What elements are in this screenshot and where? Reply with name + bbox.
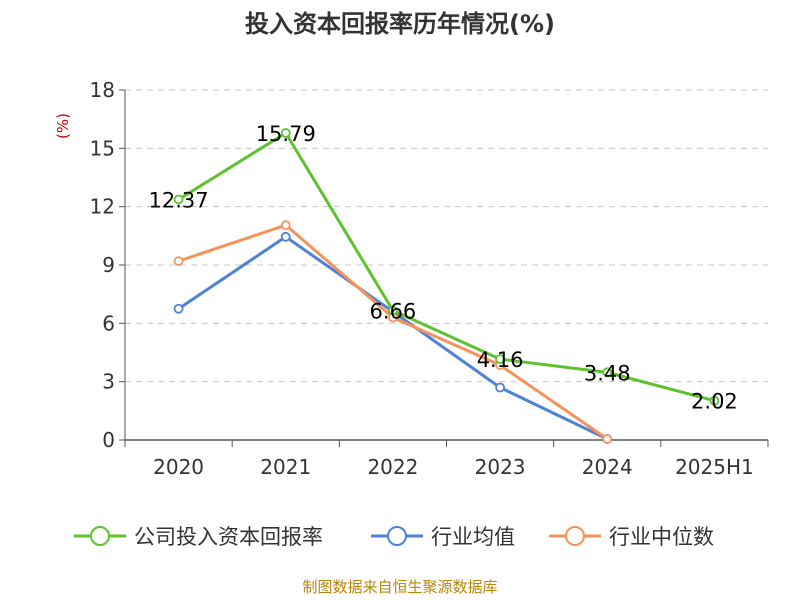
- data-point[interactable]: [173, 256, 184, 267]
- y-tick-label: 9: [102, 253, 115, 277]
- y-tick-label: 18: [90, 78, 115, 102]
- y-tick-label: 6: [102, 311, 115, 335]
- data-point[interactable]: [495, 354, 505, 365]
- series-layer: [173, 128, 720, 444]
- data-source: 制图数据来自恒生聚源数据库: [302, 578, 498, 596]
- data-label: 3.48: [584, 361, 631, 385]
- data-point[interactable]: [173, 303, 184, 314]
- y-tick-label: 0: [102, 428, 115, 452]
- data-point[interactable]: [602, 434, 613, 444]
- data-point[interactable]: [173, 194, 184, 205]
- data-label: 15.79: [256, 122, 316, 146]
- legend-swatch-marker: [387, 526, 407, 546]
- data-point[interactable]: [280, 220, 291, 231]
- data-point[interactable]: [602, 367, 613, 378]
- legend[interactable]: 公司投入资本回报率 行业均值 行业中位数: [74, 525, 714, 549]
- data-point[interactable]: [709, 395, 720, 406]
- series-line: [177, 235, 608, 441]
- legend-item-label[interactable]: 行业均值: [431, 525, 515, 549]
- y-tick-label: 3: [102, 370, 115, 394]
- y-axis-label: (%): [54, 113, 72, 139]
- x-tick-label: 2025H1: [675, 455, 754, 479]
- data-point[interactable]: [280, 128, 291, 138]
- grid-lines: [125, 89, 768, 383]
- data-point[interactable]: [280, 231, 291, 242]
- data-label: 2.02: [691, 390, 738, 414]
- data-labels: 12.37 15.79 6.66 4.16 3.48 2.02: [149, 122, 738, 414]
- y-tick-label: 12: [90, 195, 115, 219]
- x-tick-label: 2022: [367, 455, 418, 479]
- data-label: 12.37: [149, 188, 209, 212]
- axes: 0 3 6 9 12 15 18 2020 2021 2022 2023 2024 2025H1: [90, 78, 769, 479]
- x-tick-label: 2021: [260, 455, 311, 479]
- x-tick-label: 2024: [582, 455, 633, 479]
- legend-swatch-marker: [90, 526, 110, 546]
- y-tick-label: 15: [90, 136, 115, 160]
- data-point[interactable]: [495, 382, 505, 393]
- legend-item-label[interactable]: 行业中位数: [609, 525, 714, 549]
- data-label: 6.66: [370, 300, 417, 324]
- data-label: 4.16: [477, 348, 524, 372]
- data-point[interactable]: [388, 305, 398, 316]
- x-tick-label: 2020: [153, 455, 204, 479]
- legend-swatch-marker: [565, 526, 585, 546]
- legend-item-label[interactable]: 公司投入资本回报率: [134, 525, 323, 549]
- series-line: [177, 131, 715, 403]
- chart-title: 投入资本回报率历年情况(%): [245, 10, 555, 38]
- x-tick-label: 2023: [475, 455, 526, 479]
